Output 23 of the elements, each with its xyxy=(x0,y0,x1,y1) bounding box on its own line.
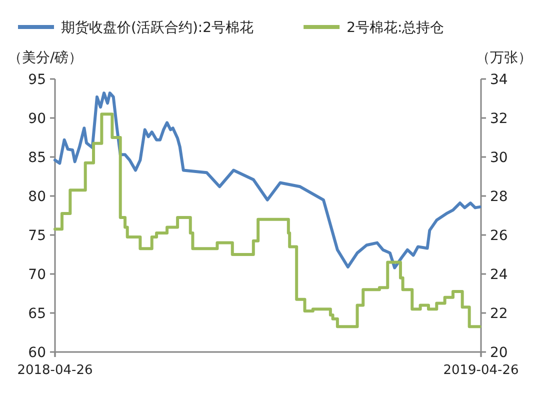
legend-label: 期货收盘价(活跃合约):2号棉花 xyxy=(61,20,254,36)
y-tick-label: 65 xyxy=(28,306,46,322)
x-tick-label: 2019-04-26 xyxy=(443,363,519,378)
y2-tick-label: 20 xyxy=(490,345,508,361)
y2-tick-label: 22 xyxy=(490,306,508,322)
y2-tick-label: 30 xyxy=(490,150,508,166)
y2-tick-label: 28 xyxy=(490,189,508,205)
y2-tick-label: 32 xyxy=(490,111,508,127)
y-tick-label: 90 xyxy=(28,111,46,127)
y2-axis-title: （万张） xyxy=(476,50,532,66)
y-tick-label: 75 xyxy=(28,228,46,244)
y-tick-label: 70 xyxy=(28,267,46,283)
y-tick-label: 85 xyxy=(28,150,46,166)
y-tick-label: 95 xyxy=(28,72,46,88)
y2-tick-label: 34 xyxy=(490,72,508,88)
line-series xyxy=(54,92,482,270)
x-tick-label: 2018-04-26 xyxy=(17,363,93,378)
legend-label: 2号棉花:总持仓 xyxy=(346,20,444,36)
y-axis-title: （美分/磅） xyxy=(8,50,83,66)
y-tick-label: 60 xyxy=(28,345,46,361)
y2-tick-label: 24 xyxy=(490,267,508,283)
y-tick-label: 80 xyxy=(28,189,46,205)
y2-tick-label: 26 xyxy=(490,228,508,244)
